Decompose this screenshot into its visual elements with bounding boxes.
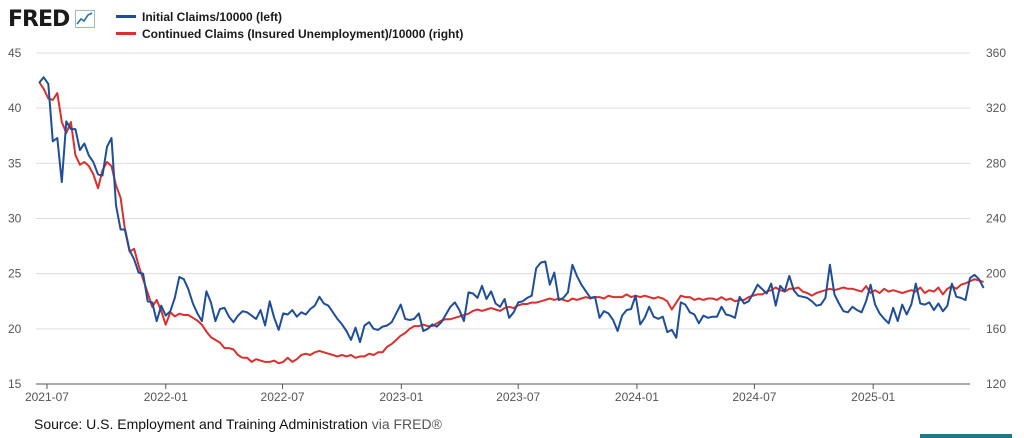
line-chart-icon: [75, 10, 96, 28]
line-chart: 15 120 20 160 25 200 30 240 35 280 40 320 45 360 2021-…: [8, 46, 1006, 404]
legend-item-initial-claims: Initial Claims/10000 (left): [116, 8, 463, 25]
series-line-initial-claims: [38, 76, 985, 344]
x-tick-label: 2024-01: [615, 390, 659, 404]
x-tick-label: 2021-07: [25, 390, 69, 404]
y-tick-label-left: 35: [8, 156, 22, 170]
fred-logo-text: FRED: [8, 6, 70, 32]
x-tick-label: 2022-07: [261, 390, 305, 404]
legend-item-continued-claims: Continued Claims (Insured Unemployment)/…: [116, 25, 463, 42]
y-tick-label-left: 30: [8, 212, 22, 226]
y-tick-label-left: 15: [8, 377, 22, 391]
y-tick-label-right: 160: [986, 322, 1006, 336]
legend-swatch-initial-claims: [116, 15, 136, 18]
y-tick-label-left: 20: [8, 322, 22, 336]
accent-bar: [920, 434, 1012, 438]
y-tick-label-left: 45: [8, 46, 22, 60]
y-tick-label-right: 200: [986, 267, 1006, 281]
y-tick-label-left: 40: [8, 101, 22, 115]
x-tick-label: 2024-07: [732, 390, 776, 404]
chart-header: FRED Initial Claims/10000 (left) Continu…: [0, 0, 1024, 44]
fred-logo[interactable]: FRED: [8, 6, 96, 32]
source-text: Source: U.S. Employment and Training Adm…: [34, 416, 368, 432]
source-note: Source: U.S. Employment and Training Adm…: [34, 416, 442, 432]
series-line-continued-claims: [38, 81, 984, 365]
y-tick-label-right: 320: [986, 101, 1006, 115]
x-tick-label: 2023-07: [496, 390, 540, 404]
y-tick-label-right: 240: [986, 212, 1006, 226]
x-tick-label: 2023-01: [379, 390, 423, 404]
legend-swatch-continued-claims: [116, 32, 136, 35]
source-via: via FRED®: [367, 416, 442, 432]
legend-label-initial-claims: Initial Claims/10000 (left): [142, 9, 283, 24]
y-tick-label-right: 360: [986, 46, 1006, 60]
chart-legend: Initial Claims/10000 (left) Continued Cl…: [116, 8, 463, 42]
y-tick-label-right: 120: [986, 377, 1006, 391]
x-tick-label: 2022-01: [144, 390, 188, 404]
y-tick-label-left: 25: [8, 267, 22, 281]
x-tick-label: 2025-01: [851, 390, 895, 404]
legend-label-continued-claims: Continued Claims (Insured Unemployment)/…: [142, 26, 464, 41]
y-tick-label-right: 280: [986, 156, 1006, 170]
